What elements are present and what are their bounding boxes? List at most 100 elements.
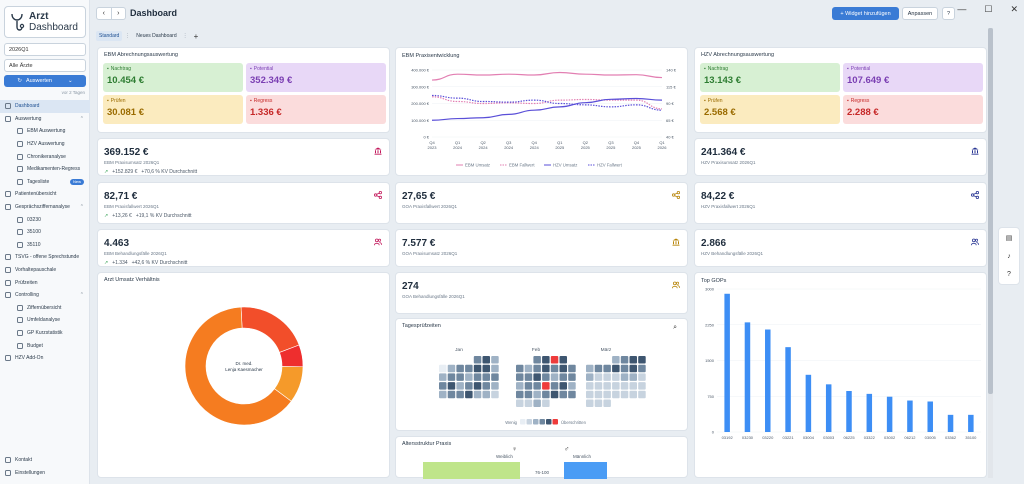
kpi-goa-umsatz-card[interactable]: 7.577 € GOA Praxisumsatz 2026Q1	[395, 229, 688, 267]
tile-label-text: Potential	[253, 66, 274, 72]
logo[interactable]: Arzt Dashboard	[4, 6, 86, 38]
x-tick-label: 2024	[504, 145, 514, 150]
sidebar-item-tagesliste[interactable]: Tagesliste New	[0, 176, 90, 189]
kpi-goa-faelle-card[interactable]: 274 GOA Behandlungsfälle 2026Q1	[395, 272, 688, 314]
adjust-button[interactable]: Anpassen	[902, 7, 938, 20]
sidebar-item-gp-kurzstatistik[interactable]: GP Kurzstatistik	[0, 327, 90, 340]
day-cell	[516, 373, 524, 381]
sidebar-item-label: Kontakt	[15, 457, 32, 464]
sidebar-item-prüfzeiten[interactable]: Prüfzeiten	[0, 276, 90, 289]
day-cell	[491, 373, 499, 381]
ebm-tile-prüfen[interactable]: ▪ Prüfen 30.081 €	[103, 95, 243, 124]
search-icon[interactable]: ⌕	[673, 324, 677, 331]
sidebar-item-gesprächsziffernanalyse[interactable]: Gesprächsziffernanalyse ⌃	[0, 201, 90, 214]
bar	[765, 329, 771, 432]
sidebar-item-tsvg-offene-sprechstunde[interactable]: TSVG - offene Sprechstunde	[0, 251, 90, 264]
ebm-tile-potential[interactable]: ▪ Potential 352.349 €	[246, 63, 386, 92]
maximize-button[interactable]: ☐	[984, 4, 993, 14]
add-widget-button[interactable]: + Widget hinzufügen	[832, 7, 899, 20]
kpi-ebm-fallwert-card[interactable]: 82,71 € EBM Praxisfallwert 2026Q1 ↗ +13,26 …	[97, 182, 390, 224]
bank-icon	[374, 147, 382, 157]
chevron-up-icon[interactable]: ⌃	[79, 115, 84, 122]
sidebar: Arzt Dashboard 2026Q1 Alle Ärzte ↻ Auswe…	[0, 0, 90, 484]
help-button[interactable]: ?	[942, 7, 955, 20]
sidebar-item-03230[interactable]: 03230	[0, 213, 90, 226]
sidebar-item-budget[interactable]: Budget	[0, 339, 90, 352]
clipboard-icon[interactable]: ▤	[1005, 234, 1013, 242]
tab-standard[interactable]: Standard	[96, 31, 123, 41]
male-bar	[564, 462, 607, 479]
x-tick-label: Q4	[634, 140, 640, 145]
tab-neues-dashboard[interactable]: Neues Dashboard	[136, 33, 177, 39]
day-cell	[586, 364, 594, 373]
hzv-tile-prüfen[interactable]: ▪ Prüfen 2.568 €	[700, 95, 840, 124]
kpi-delta: +1.334	[112, 260, 128, 266]
share-icon	[373, 190, 382, 201]
chevron-up-icon[interactable]: ⌃	[79, 292, 84, 299]
quarter-select[interactable]: 2026Q1	[4, 43, 86, 56]
tab-menu-icon[interactable]: ⋮	[125, 33, 131, 39]
close-button[interactable]: ✕	[1010, 4, 1018, 14]
day-cell	[542, 373, 550, 381]
sidebar-item-chronikeranalyse[interactable]: Chronikeranalyse	[0, 150, 90, 163]
kpi-hzv-umsatz-card[interactable]: 241.364 € HZV Praxisumsatz 2026Q1	[694, 138, 987, 176]
sidebar-item-umfeldanalyse[interactable]: Umfeldanalyse	[0, 314, 90, 327]
sidebar-item-ebm-auswertung[interactable]: EBM Auswertung	[0, 125, 90, 138]
x-tick-label: 03002	[884, 435, 896, 440]
sidebar-item-hzv-add-on[interactable]: HZV Add-On	[0, 352, 90, 365]
kpi-ebm-faelle-card[interactable]: 4.463 EBM Behandlungsfälle 2026Q1 ↗ +1.334 +…	[97, 229, 390, 267]
x-tick-label: Q1	[557, 140, 563, 145]
sidebar-item-kontakt[interactable]: Kontakt	[0, 454, 90, 467]
top-bar: ‹ › Dashboard + Widget hinzufügen Anpass…	[90, 0, 990, 28]
hzv-tile-regress[interactable]: ▪ Regress 2.288 €	[843, 95, 983, 124]
sidebar-item-controlling[interactable]: Controlling ⌃	[0, 289, 90, 302]
sidebar-item-medikamenten-regress[interactable]: Medikamenten-Regress	[0, 163, 90, 176]
day-cell	[550, 364, 559, 373]
minimize-button[interactable]: —	[957, 4, 967, 14]
kpi-goa-fallwert-card[interactable]: 27,65 € GOA Praxisfallwert 2026Q1	[395, 182, 688, 224]
scrollbar-thumb[interactable]	[988, 28, 993, 394]
list-icon	[17, 304, 23, 311]
controlling-icon	[5, 292, 11, 299]
sidebar-item-einstellungen[interactable]: Einstellungen	[0, 467, 90, 480]
bar	[724, 293, 730, 432]
rocket-icon: ▪	[250, 66, 252, 72]
day-cell	[482, 356, 490, 364]
legend-high: Überschritten	[561, 420, 587, 425]
window-controls: — ☐ ✕	[957, 4, 1018, 15]
back-button[interactable]: ‹	[97, 8, 112, 19]
sidebar-item-35100[interactable]: 35100	[0, 226, 90, 239]
male-icon: ♂	[564, 446, 569, 453]
hzv-tile-potential[interactable]: ▪ Potential 107.649 €	[843, 63, 983, 92]
users-icon	[971, 238, 979, 248]
scrollbar[interactable]	[988, 28, 993, 478]
sidebar-item-35110[interactable]: 35110	[0, 239, 90, 252]
day-cell	[568, 373, 576, 381]
doctor-select[interactable]: Alle Ärzte	[4, 59, 86, 72]
sidebar-item-hzv-auswertung[interactable]: HZV Auswertung	[0, 138, 90, 151]
bell-icon[interactable]: ♪	[1007, 252, 1011, 260]
ebm-tile-nachtrag[interactable]: ▪ Nachtrag 10.454 €	[103, 63, 243, 92]
sidebar-item-vorhaltepauschale[interactable]: Vorhaltepauschale	[0, 264, 90, 277]
tile-label-text: Prüfen	[707, 98, 723, 104]
help-icon[interactable]: ?	[1007, 271, 1011, 279]
sidebar-item-label: 35100	[27, 229, 41, 236]
evaluate-button[interactable]: ↻ Auswerten ⌄	[4, 75, 86, 87]
logo-line2: Dashboard	[29, 22, 78, 33]
day-cell	[482, 364, 490, 373]
hzv-tile-nachtrag[interactable]: ▪ Nachtrag 13.143 €	[700, 63, 840, 92]
kpi-ebm-umsatz-card[interactable]: 369.152 € EBM Praxisumsatz 2026Q1 ↗ +152.82…	[97, 138, 390, 176]
ebm-tile-regress[interactable]: ▪ Regress 1.336 €	[246, 95, 386, 124]
kpi-hzv-fallwert-card[interactable]: 84,22 € HZV Praxisfallwert 2026Q1	[694, 182, 987, 224]
add-tab-button[interactable]: +	[193, 31, 199, 41]
chevron-up-icon[interactable]: ⌃	[79, 204, 84, 211]
kpi-hzv-faelle-card[interactable]: 2.866 HZV Behandlungsfälle 2026Q1	[694, 229, 987, 267]
sidebar-item-dashboard[interactable]: Dashboard	[0, 100, 90, 113]
forward-button[interactable]: ›	[117, 10, 120, 17]
y-tick-label: 100.000 €	[411, 118, 430, 123]
sidebar-item-auswertung[interactable]: Auswertung ⌃	[0, 113, 90, 126]
sidebar-item-patientenübersicht[interactable]: Patientenübersicht	[0, 188, 90, 201]
tab-menu-icon[interactable]: ⋮	[182, 33, 188, 39]
sidebar-item-ziffernübersicht[interactable]: Ziffernübersicht	[0, 302, 90, 315]
kpi-subtitle: HZV Praxisumsatz 2026Q1	[701, 160, 756, 165]
